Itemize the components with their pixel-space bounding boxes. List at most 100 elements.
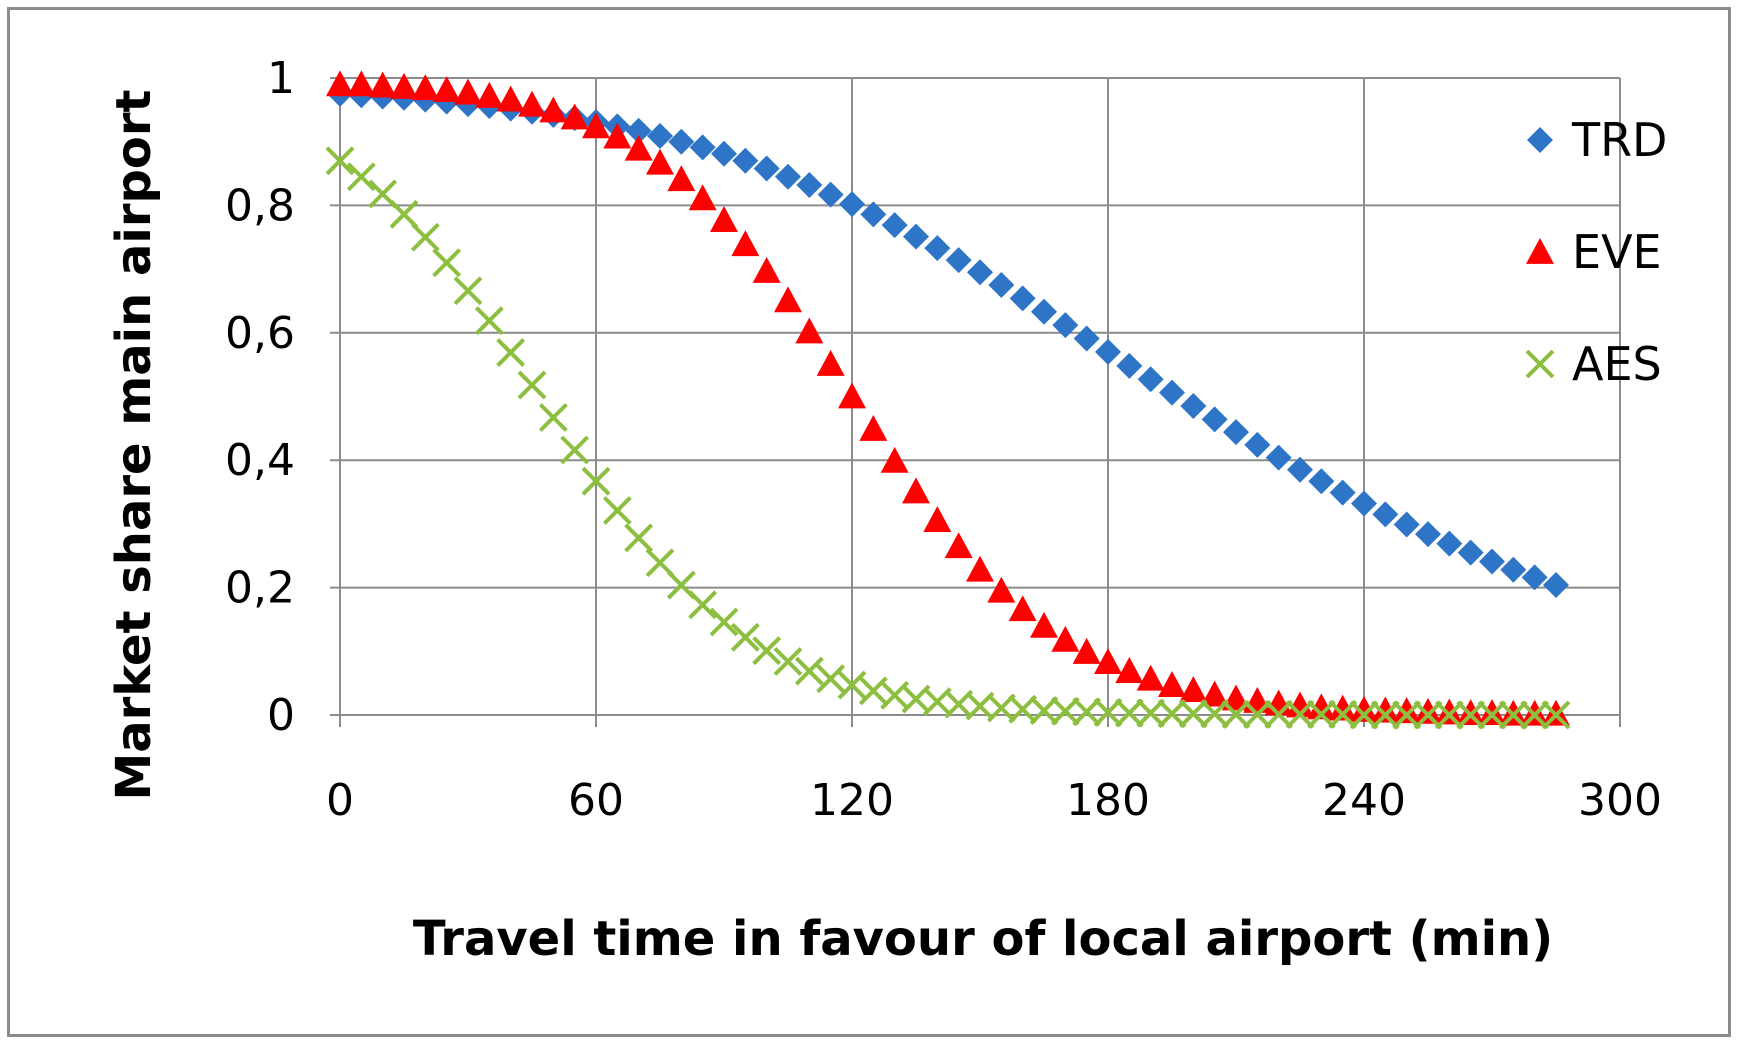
data-point bbox=[1413, 700, 1443, 730]
data-point bbox=[1201, 406, 1228, 433]
x-tick-label: 240 bbox=[1322, 775, 1406, 826]
data-point bbox=[753, 155, 780, 182]
data-point bbox=[1200, 699, 1230, 729]
data-point bbox=[1350, 695, 1378, 722]
data-point bbox=[667, 165, 696, 192]
data-point bbox=[1371, 696, 1400, 723]
data-point bbox=[880, 446, 909, 473]
data-point bbox=[346, 162, 376, 192]
x-tick-label: 120 bbox=[810, 775, 894, 826]
data-point bbox=[410, 222, 440, 252]
data-point bbox=[689, 134, 716, 161]
data-point bbox=[966, 555, 994, 582]
data-point bbox=[1008, 595, 1037, 622]
data-point bbox=[368, 71, 397, 98]
data-point bbox=[1477, 700, 1507, 730]
data-point bbox=[1030, 611, 1058, 638]
data-point bbox=[582, 112, 610, 139]
series-aes bbox=[325, 146, 1571, 730]
data-point bbox=[1157, 699, 1187, 729]
data-point bbox=[816, 664, 846, 694]
data-point bbox=[1223, 419, 1249, 446]
data-point bbox=[945, 247, 972, 274]
data-point bbox=[711, 140, 737, 167]
x-axis-title: Travel time in favour of local airport (… bbox=[413, 911, 1553, 967]
x-tick-label: 0 bbox=[326, 775, 354, 826]
series-trd bbox=[327, 80, 1569, 599]
data-point bbox=[475, 81, 504, 108]
y-tick-label: 0 bbox=[267, 690, 295, 741]
data-point bbox=[496, 85, 525, 112]
data-point bbox=[1349, 700, 1379, 730]
data-point bbox=[1520, 700, 1550, 730]
data-point bbox=[1286, 691, 1314, 718]
data-point bbox=[1372, 501, 1399, 528]
data-point bbox=[903, 223, 929, 250]
data-point bbox=[731, 230, 760, 257]
data-point bbox=[860, 201, 887, 228]
data-point bbox=[1159, 379, 1185, 406]
chart-frame bbox=[7, 7, 1731, 1037]
legend-label: EVE bbox=[1572, 225, 1662, 279]
data-point bbox=[688, 590, 718, 620]
data-point bbox=[1095, 338, 1121, 365]
data-point bbox=[1115, 657, 1144, 683]
legend-marker bbox=[1527, 127, 1553, 153]
data-point bbox=[1029, 696, 1059, 725]
data-point bbox=[668, 128, 695, 155]
data-point bbox=[752, 636, 782, 666]
x-tick-label: 180 bbox=[1066, 775, 1150, 826]
data-point bbox=[988, 272, 1015, 299]
data-point bbox=[518, 90, 546, 117]
data-point bbox=[432, 76, 461, 103]
legend-marker bbox=[1526, 238, 1554, 264]
y-tick-label: 0,6 bbox=[225, 308, 295, 359]
data-point bbox=[1329, 479, 1356, 506]
data-point bbox=[816, 350, 845, 376]
data-point bbox=[325, 146, 355, 176]
data-point bbox=[1307, 693, 1336, 720]
data-point bbox=[432, 248, 462, 278]
data-point bbox=[1200, 680, 1229, 707]
data-point bbox=[730, 622, 760, 652]
data-point bbox=[347, 70, 376, 97]
data-point bbox=[967, 259, 993, 286]
data-point bbox=[709, 607, 739, 637]
data-point bbox=[796, 172, 823, 199]
data-point bbox=[1072, 637, 1101, 664]
data-point bbox=[1351, 490, 1377, 517]
data-point bbox=[1243, 686, 1272, 713]
y-tick-label: 0,2 bbox=[225, 563, 295, 614]
data-point bbox=[1478, 699, 1506, 725]
data-point bbox=[1287, 456, 1313, 483]
data-point bbox=[944, 532, 973, 559]
series-eve bbox=[326, 70, 1570, 726]
data-point bbox=[1498, 700, 1528, 730]
data-point bbox=[496, 338, 526, 367]
data-point bbox=[1415, 521, 1441, 548]
data-point bbox=[1093, 698, 1123, 727]
data-point bbox=[902, 477, 930, 504]
data-point bbox=[1392, 697, 1421, 724]
data-point bbox=[646, 148, 674, 175]
data-point bbox=[775, 163, 801, 190]
data-point bbox=[838, 382, 866, 409]
data-point bbox=[688, 184, 717, 211]
data-point bbox=[1434, 700, 1464, 730]
data-point bbox=[1435, 698, 1464, 725]
data-point bbox=[1264, 699, 1294, 729]
data-point bbox=[647, 122, 673, 149]
legend: TRD EVE AES bbox=[1525, 113, 1667, 391]
data-point bbox=[1479, 548, 1505, 575]
data-point bbox=[1308, 468, 1335, 495]
data-point bbox=[1244, 431, 1271, 458]
data-point bbox=[1543, 572, 1569, 599]
data-point bbox=[1114, 698, 1144, 728]
data-point bbox=[1222, 684, 1250, 711]
legend-label: AES bbox=[1572, 337, 1662, 391]
data-point bbox=[773, 647, 803, 676]
data-point bbox=[1328, 699, 1358, 729]
data-point bbox=[924, 235, 951, 262]
grid-layer bbox=[330, 77, 1621, 727]
data-point bbox=[624, 134, 653, 161]
